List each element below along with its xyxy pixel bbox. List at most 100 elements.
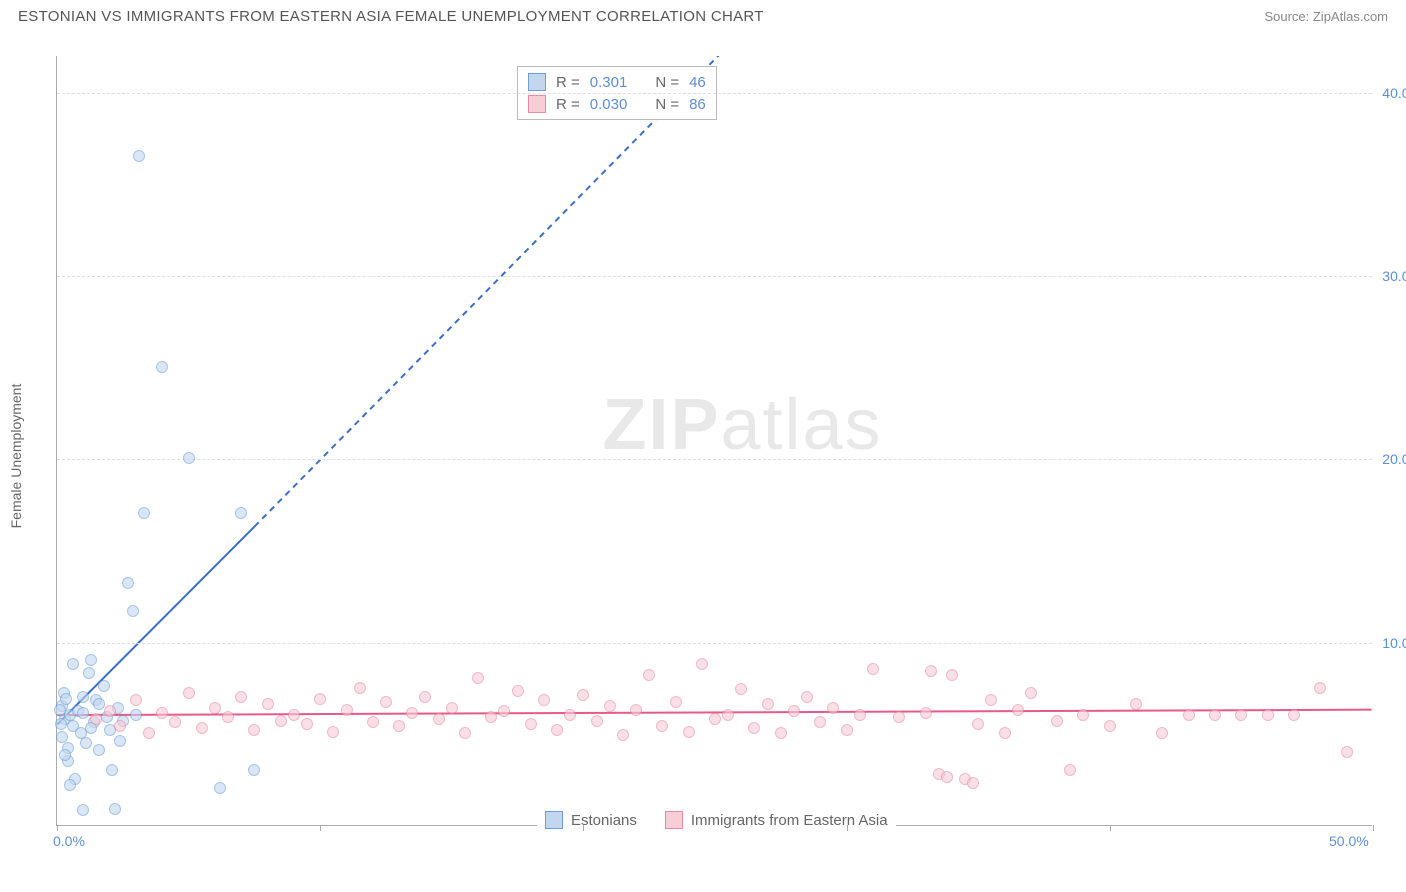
data-point xyxy=(133,150,145,162)
data-point xyxy=(1012,704,1024,716)
data-point xyxy=(788,705,800,717)
data-point xyxy=(380,696,392,708)
data-point xyxy=(630,704,642,716)
x-tick xyxy=(583,825,584,831)
data-point xyxy=(1051,715,1063,727)
legend-item-1: Estonians xyxy=(545,811,637,829)
data-point xyxy=(709,713,721,725)
data-point xyxy=(814,716,826,728)
watermark-bold: ZIP xyxy=(602,385,720,465)
data-point xyxy=(301,718,313,730)
y-axis-label: Female Unemployment xyxy=(8,384,24,529)
data-point xyxy=(1183,709,1195,721)
data-point xyxy=(696,658,708,670)
data-point xyxy=(801,691,813,703)
y-tick-label: 30.0% xyxy=(1382,268,1406,284)
data-point xyxy=(130,694,142,706)
n-value-1: 46 xyxy=(689,74,706,91)
data-point xyxy=(77,804,89,816)
r-label-2: R = xyxy=(556,96,580,113)
data-point xyxy=(972,718,984,730)
data-point xyxy=(941,771,953,783)
data-point xyxy=(419,691,431,703)
n-value-2: 86 xyxy=(689,96,706,113)
data-point xyxy=(1235,709,1247,721)
gridline xyxy=(57,276,1372,277)
stats-swatch-1 xyxy=(528,73,546,91)
x-tick-label: 50.0% xyxy=(1329,833,1369,849)
data-point xyxy=(262,698,274,710)
plot-area: ZIPatlas R = 0.301 N = 46 R = 0.030 N = … xyxy=(56,56,1372,826)
data-point xyxy=(512,685,524,697)
data-point xyxy=(183,687,195,699)
data-point xyxy=(393,720,405,732)
data-point xyxy=(67,658,79,670)
data-point xyxy=(762,698,774,710)
x-tick xyxy=(57,825,58,831)
legend-swatch-2 xyxy=(665,811,683,829)
data-point xyxy=(248,724,260,736)
data-point xyxy=(209,702,221,714)
data-point xyxy=(196,722,208,734)
chart-source: Source: ZipAtlas.com xyxy=(1264,9,1388,24)
data-point xyxy=(683,726,695,738)
stats-swatch-2 xyxy=(528,95,546,113)
data-point xyxy=(551,724,563,736)
data-point xyxy=(85,654,97,666)
data-point xyxy=(1156,727,1168,739)
data-point xyxy=(1341,746,1353,758)
data-point xyxy=(275,715,287,727)
data-point xyxy=(90,713,102,725)
data-point xyxy=(577,689,589,701)
data-point xyxy=(288,709,300,721)
data-point xyxy=(1288,709,1300,721)
data-point xyxy=(827,702,839,714)
y-tick-label: 40.0% xyxy=(1382,85,1406,101)
data-point xyxy=(485,711,497,723)
data-point xyxy=(472,672,484,684)
stats-row-2: R = 0.030 N = 86 xyxy=(528,93,706,115)
x-tick xyxy=(1373,825,1374,831)
gridline xyxy=(57,459,1372,460)
data-point xyxy=(60,693,72,705)
data-point xyxy=(925,665,937,677)
data-point xyxy=(314,693,326,705)
data-point xyxy=(617,729,629,741)
r-label-1: R = xyxy=(556,74,580,91)
trend-lines xyxy=(57,56,1372,825)
data-point xyxy=(367,716,379,728)
stats-row-1: R = 0.301 N = 46 xyxy=(528,71,706,93)
gridline xyxy=(57,93,1372,94)
data-point xyxy=(77,691,89,703)
data-point xyxy=(643,669,655,681)
data-point xyxy=(670,696,682,708)
data-point xyxy=(54,704,66,716)
data-point xyxy=(854,709,866,721)
data-point xyxy=(248,764,260,776)
data-point xyxy=(748,722,760,734)
data-point xyxy=(106,764,118,776)
x-tick-label: 0.0% xyxy=(53,833,85,849)
legend-swatch-1 xyxy=(545,811,563,829)
data-point xyxy=(433,713,445,725)
data-point xyxy=(1209,709,1221,721)
data-point xyxy=(446,702,458,714)
data-point xyxy=(920,707,932,719)
x-tick xyxy=(1110,825,1111,831)
chart-container: Female Unemployment ZIPatlas R = 0.301 N… xyxy=(48,48,1388,848)
x-tick xyxy=(320,825,321,831)
data-point xyxy=(867,663,879,675)
data-point xyxy=(55,718,67,730)
data-point xyxy=(1064,764,1076,776)
r-value-2: 0.030 xyxy=(590,96,628,113)
gridline xyxy=(57,643,1372,644)
data-point xyxy=(59,749,71,761)
data-point xyxy=(138,507,150,519)
data-point xyxy=(893,711,905,723)
bottom-legend: Estonians Immigrants from Eastern Asia xyxy=(537,811,896,829)
data-point xyxy=(214,782,226,794)
watermark-light: atlas xyxy=(720,385,882,465)
data-point xyxy=(77,707,89,719)
data-point xyxy=(83,667,95,679)
data-point xyxy=(80,737,92,749)
